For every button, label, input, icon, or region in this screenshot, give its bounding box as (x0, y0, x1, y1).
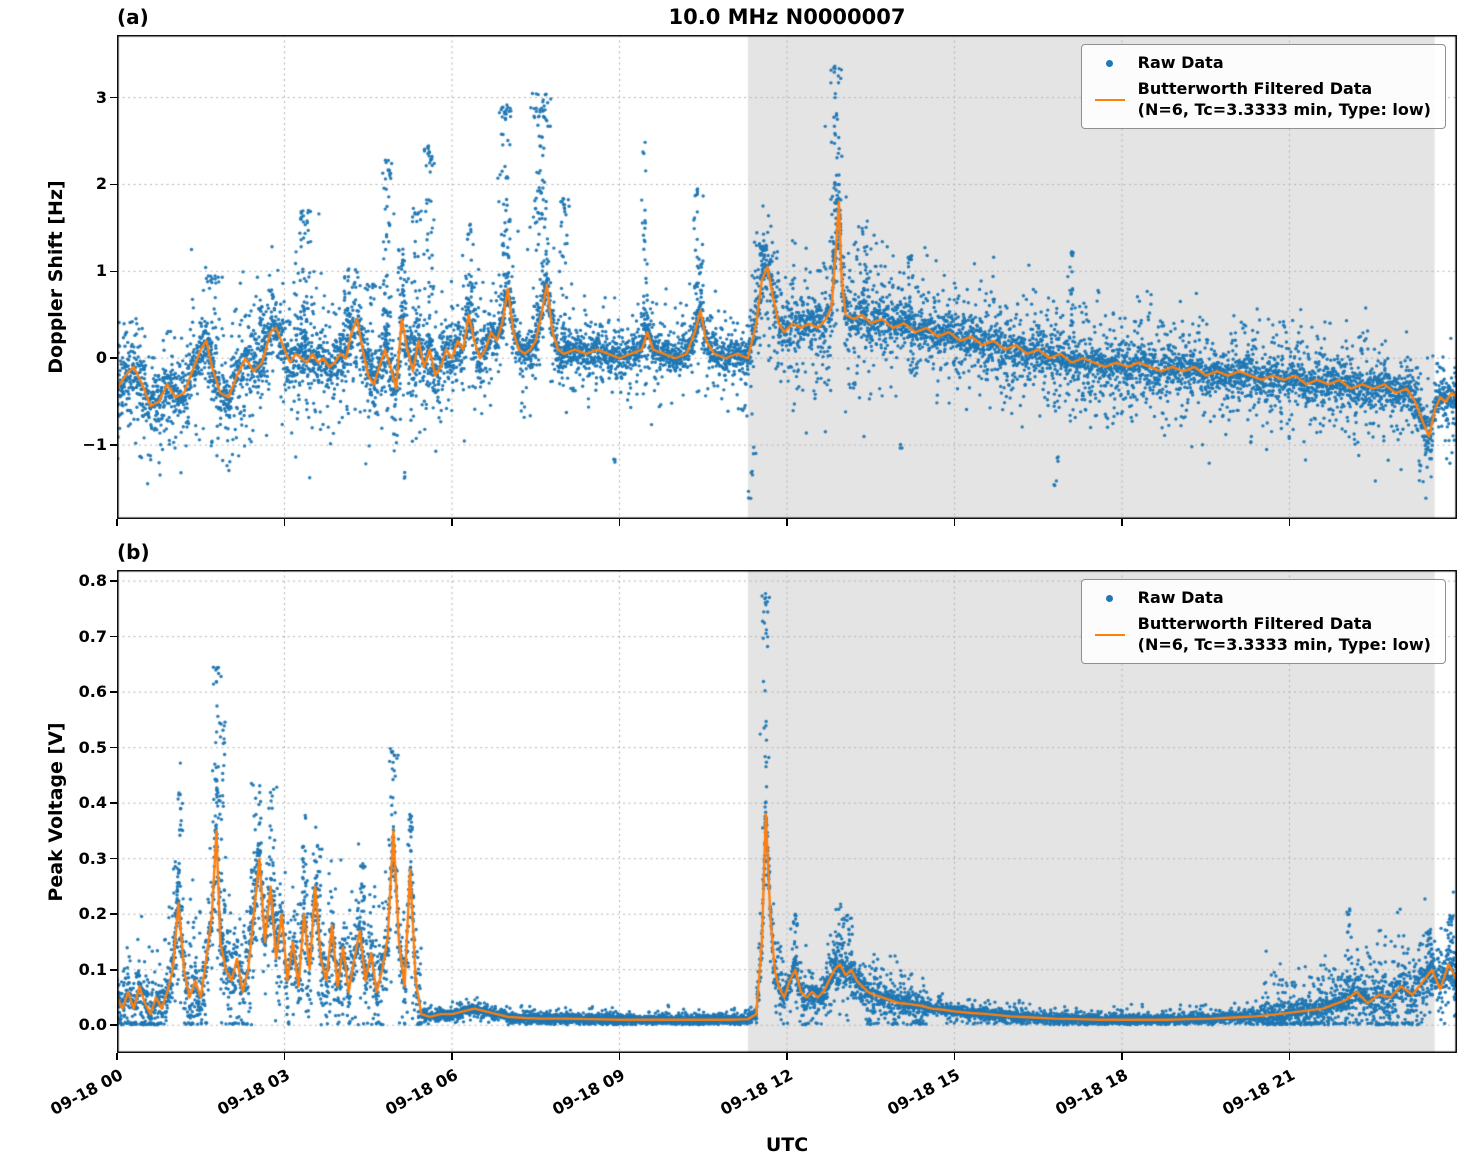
y-tick-label: 0.7 (78, 626, 107, 646)
chart-title: 10.0 MHz N0000007 (668, 5, 906, 29)
y-tick-label: 0.2 (78, 904, 107, 924)
y-tick-mark (110, 270, 117, 273)
legend-filtered-sublabel: (N=6, Tc=3.3333 min, Type: low) (1137, 99, 1431, 119)
x-tick-mark (1121, 1053, 1123, 1060)
x-tick-label: 09-18 18 (1052, 1065, 1131, 1119)
x-tick-mark (451, 519, 453, 526)
y-tick-label: 0.8 (78, 571, 107, 591)
legend-filtered-sublabel: (N=6, Tc=3.3333 min, Type: low) (1137, 634, 1431, 654)
x-tick-label: 09-18 03 (214, 1065, 294, 1119)
x-tick-mark (786, 519, 788, 526)
x-tick-mark (283, 519, 286, 526)
filtered-data-marker-icon (1094, 98, 1125, 101)
raw-data-marker-icon (1106, 59, 1114, 67)
x-tick-label: 09-18 12 (717, 1065, 796, 1119)
y-tick-label: 0.6 (78, 682, 107, 702)
y-tick-mark (110, 444, 117, 446)
panel-a-legend: Raw Data Butterworth Filtered Data (N=6,… (1080, 44, 1446, 130)
y-tick-label: 0.5 (78, 737, 107, 757)
legend-raw-label: Raw Data (1137, 53, 1224, 72)
legend-filtered-entry: Butterworth Filtered Data (N=6, Tc=3.333… (1092, 79, 1431, 121)
x-tick-mark (116, 1053, 118, 1060)
y-tick-mark (110, 913, 117, 915)
x-tick-mark (1121, 519, 1123, 526)
panel-a-label: (a) (117, 5, 149, 29)
panel-b-label: (b) (117, 540, 150, 564)
y-tick-label: 0 (95, 348, 107, 368)
y-tick-mark (110, 968, 117, 971)
x-tick-mark (1288, 1053, 1291, 1060)
y-tick-label: 3 (95, 87, 107, 107)
legend-raw-label: Raw Data (1137, 588, 1224, 607)
x-tick-mark (451, 1053, 453, 1060)
x-tick-label: 09-18 15 (884, 1065, 964, 1119)
raw-data-marker-icon (1106, 594, 1114, 602)
x-tick-mark (618, 519, 621, 526)
y-tick-mark (110, 1024, 117, 1027)
x-tick-mark (953, 1053, 956, 1060)
filtered-data-marker-icon (1094, 633, 1125, 636)
legend-raw-entry: Raw Data (1092, 53, 1431, 74)
y-tick-label: 1 (95, 261, 107, 281)
y-tick-label: 0.0 (78, 1015, 107, 1035)
y-tick-label: −1 (82, 435, 107, 455)
y-tick-label: 0.3 (78, 848, 107, 868)
y-tick-label: 2 (95, 174, 107, 194)
x-tick-mark (618, 1053, 621, 1060)
y-tick-label: 0.1 (78, 959, 107, 979)
y-tick-label: 0.4 (78, 793, 107, 813)
y-tick-mark (110, 746, 117, 749)
y-tick-mark (110, 96, 117, 99)
x-tick-mark (116, 519, 118, 526)
x-tick-label: 09-18 21 (1219, 1065, 1299, 1119)
y-tick-mark (110, 183, 117, 186)
legend-raw-entry: Raw Data (1092, 588, 1431, 609)
legend-filtered-label: Butterworth Filtered Data (1137, 613, 1373, 633)
x-tick-mark (283, 1053, 286, 1060)
x-tick-label: 09-18 00 (47, 1065, 126, 1119)
y-tick-mark (110, 635, 117, 638)
y-tick-mark (110, 857, 117, 860)
x-tick-mark (1288, 519, 1291, 526)
x-tick-mark (786, 1053, 788, 1060)
x-axis-label: UTC (765, 1134, 809, 1156)
y-tick-mark (110, 580, 117, 582)
x-tick-label: 09-18 09 (549, 1065, 629, 1119)
legend-filtered-label: Butterworth Filtered Data (1137, 78, 1373, 98)
y-tick-mark (110, 802, 117, 804)
x-tick-label: 09-18 06 (382, 1065, 461, 1119)
panel-b-legend: Raw Data Butterworth Filtered Data (N=6,… (1080, 579, 1446, 665)
y-tick-mark (110, 357, 117, 360)
legend-filtered-entry: Butterworth Filtered Data (N=6, Tc=3.333… (1092, 614, 1431, 656)
y-tick-mark (110, 691, 117, 693)
x-tick-mark (953, 519, 956, 526)
